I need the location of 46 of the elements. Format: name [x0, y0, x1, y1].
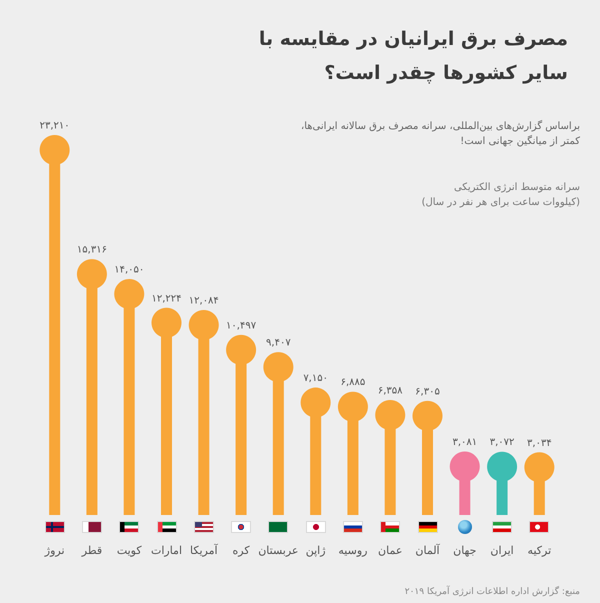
chart-subtitle: براساس گزارش‌های بین‌المللی، سرانه مصرف برق سالانه ایرانی‌ها، کمتر از میانگین جهانی است!: [300, 119, 580, 149]
data-label: ۶,۳۵۸: [378, 386, 404, 397]
data-label: ۱۲,۰۸۴: [188, 295, 219, 306]
x-tick-label: ترکیه: [528, 544, 552, 557]
x-tick-label: قطر: [80, 544, 102, 557]
data-label: ۱۲,۲۲۴: [151, 293, 182, 304]
data-label: ۶,۳۰۵: [415, 386, 440, 398]
data-label: ۱۰,۴۹۷: [226, 320, 257, 332]
x-tick-label: کویت: [116, 544, 142, 557]
x-tick-label: جهان: [453, 544, 476, 557]
x-tick-label: ژاپن: [306, 544, 326, 557]
x-tick-label: نروژ: [44, 544, 65, 557]
x-tick-label: آلمان: [415, 543, 441, 557]
x-tick-label: ایران: [490, 544, 514, 557]
text: منبع: گزارش اداره اطلاعات انرژی آمریکا ۲۰۱۹: [404, 587, 580, 597]
point: [412, 400, 442, 431]
point: [300, 388, 331, 418]
point: [524, 452, 554, 482]
point: [487, 452, 518, 482]
point: [263, 352, 294, 382]
data-label: ۹,۴۰۷: [266, 338, 292, 349]
point: [152, 308, 182, 338]
x-tick-label: روسیه: [338, 544, 368, 557]
data-label: ۳,۰۳۴: [527, 438, 552, 449]
point: [375, 400, 406, 430]
chart-title: مصرف برق ایرانیان در مقایسه با سایر کشورها چقدر است؟: [258, 27, 568, 86]
data-label: ۱۵,۳۱۶: [76, 244, 107, 256]
data-label: ۲۳,۲۱۰: [40, 120, 70, 132]
x-tick-label: آمریکا: [190, 543, 218, 557]
data-label: ۱۴,۰۵۰: [114, 264, 144, 276]
point: [76, 259, 107, 290]
x-tick-label: عربستان: [258, 544, 298, 557]
point: [188, 310, 219, 340]
point: [338, 392, 368, 422]
data-label: ۶,۸۸۵: [340, 377, 366, 388]
point: [226, 334, 256, 365]
data-label: ۳,۰۸۱: [452, 437, 478, 448]
data-label: ۳,۰۷۲: [490, 437, 514, 448]
x-tick-label: عمان: [378, 544, 402, 557]
data-label: ۷,۱۵۰: [303, 373, 328, 384]
x-tick-label: امارات: [150, 544, 182, 557]
y-axis-title: سرانه متوسط انرژی الکتریکی (کیلووات ساعت برای هر نفر در سال): [420, 181, 580, 210]
x-tick-label: کره: [232, 544, 250, 557]
point: [450, 452, 480, 482]
point: [114, 279, 144, 310]
point: [40, 135, 70, 165]
